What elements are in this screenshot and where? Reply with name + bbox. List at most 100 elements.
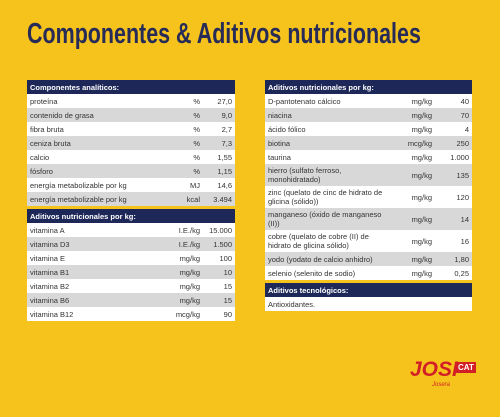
cell-name: taurina	[265, 150, 387, 164]
cell-name: vitamina B12	[27, 307, 163, 321]
cell-name: vitamina E	[27, 251, 163, 265]
cell-unit: mg/kg	[387, 186, 435, 208]
cell-unit: mg/kg	[387, 150, 435, 164]
row: vitamina B12 mcg/kg 90	[27, 307, 236, 321]
cell-name: biotina	[265, 136, 387, 150]
cell-name: yodo (yodato de calcio anhidro)	[265, 252, 387, 266]
cell-name: Antioxidantes.	[265, 297, 472, 311]
table: Aditivos tecnológicos: Antioxidantes.	[265, 283, 472, 311]
row: niacina mg/kg 70	[265, 108, 473, 122]
cell-value: 14,6	[203, 178, 236, 192]
cell-unit: mg/kg	[387, 266, 435, 280]
cell-value: 1,80	[435, 252, 473, 266]
title: Componentes & Aditivos nutricionales	[27, 18, 421, 50]
cell-unit: %	[163, 122, 203, 136]
row: energía metabolizable por kg kcal 3.494	[27, 192, 236, 206]
cell-value: 135	[435, 164, 473, 186]
row: energía metabolizable por kg MJ 14,6	[27, 178, 236, 192]
row: vitamina B6 mg/kg 15	[27, 293, 236, 307]
cell-value: 14	[435, 208, 473, 230]
row: selenio (selenito de sodio) mg/kg 0,25	[265, 266, 473, 280]
table: Aditivos nutricionales por kg: D-pantoten…	[265, 80, 473, 280]
row: zinc (quelato de cinc de hidrato de glic…	[265, 186, 473, 208]
header-row: Aditivos tecnológicos:	[265, 283, 472, 297]
cell-unit: kcal	[163, 192, 203, 206]
cell-name: ceniza bruta	[27, 136, 163, 150]
table-header: Componentes analíticos:	[27, 80, 236, 94]
cell-unit: I.E./kg	[163, 237, 203, 251]
cell-name: selenio (selenito de sodio)	[265, 266, 387, 280]
logo-sub: CAT	[456, 362, 476, 373]
table: Aditivos nutricionales por kg: vitamina A…	[27, 209, 236, 321]
row: vitamina B2 mg/kg 15	[27, 279, 236, 293]
cell-value: 100	[203, 251, 236, 265]
row: contenido de grasa% 9,0	[27, 108, 236, 122]
table-header: Aditivos tecnológicos:	[265, 283, 472, 297]
cell-name: vitamina B1	[27, 265, 163, 279]
cell-name: calcio	[27, 150, 163, 164]
cell-unit: I.E./kg	[163, 223, 203, 237]
row: proteína% 27,0	[27, 94, 236, 108]
cell-value: 0,25	[435, 266, 473, 280]
row: vitamina A I.E./kg 15.000	[27, 223, 236, 237]
logo: JOSI CAT Josera	[410, 358, 480, 398]
cell-value: 15.000	[203, 223, 236, 237]
cell-unit: %	[163, 94, 203, 108]
row: taurina mg/kg 1.000	[265, 150, 473, 164]
cell-name: ácido fólico	[265, 122, 387, 136]
cell-unit: mg/kg	[387, 252, 435, 266]
cell-value: 2,7	[203, 122, 236, 136]
cell-name: manganeso (óxido de manganeso (II))	[265, 208, 387, 230]
row: yodo (yodato de calcio anhidro) mg/kg 1,80	[265, 252, 473, 266]
cell-value: 1.500	[203, 237, 236, 251]
table: Componentes analíticos: proteína% 27,0 cont…	[27, 80, 236, 206]
row: vitamina B1 mg/kg 10	[27, 265, 236, 279]
cell-unit: mcg/kg	[163, 307, 203, 321]
row: D-pantotenato cálcico mg/kg 40	[265, 94, 473, 108]
right-column: Aditivos nutricionales por kg: D-pantoten…	[265, 80, 473, 314]
cell-unit: mg/kg	[387, 122, 435, 136]
cell-unit: %	[163, 164, 203, 178]
cell-name: vitamina A	[27, 223, 163, 237]
row: ceniza bruta% 7,3	[27, 136, 236, 150]
cell-name: vitamina D3	[27, 237, 163, 251]
cell-name: energía metabolizable por kg	[27, 192, 163, 206]
header-row: Aditivos nutricionales por kg:	[265, 80, 473, 94]
cell-unit: mg/kg	[163, 265, 203, 279]
cell-unit: mg/kg	[163, 251, 203, 265]
cell-unit: mg/kg	[387, 164, 435, 186]
cell-value: 1,55	[203, 150, 236, 164]
row: biotina mcg/kg 250	[265, 136, 473, 150]
cell-unit: mg/kg	[163, 293, 203, 307]
cell-value: 4	[435, 122, 473, 136]
cell-unit: %	[163, 150, 203, 164]
row: Antioxidantes.	[265, 297, 472, 311]
cell-value: 90	[203, 307, 236, 321]
cell-value: 70	[435, 108, 473, 122]
cell-value: 120	[435, 186, 473, 208]
cell-value: 1,15	[203, 164, 236, 178]
left-column: Componentes analíticos: proteína% 27,0 cont…	[27, 80, 236, 324]
cell-name: vitamina B2	[27, 279, 163, 293]
cell-value: 3.494	[203, 192, 236, 206]
cell-value: 15	[203, 293, 236, 307]
row: calcio% 1,55	[27, 150, 236, 164]
cell-value: 16	[435, 230, 473, 252]
cell-value: 1.000	[435, 150, 473, 164]
cell-name: fósforo	[27, 164, 163, 178]
row: ácido fólico mg/kg 4	[265, 122, 473, 136]
cell-name: zinc (quelato de cinc de hidrato de glic…	[265, 186, 387, 208]
cell-name: fibra bruta	[27, 122, 163, 136]
cell-name: energía metabolizable por kg	[27, 178, 163, 192]
cell-unit: MJ	[163, 178, 203, 192]
cell-value: 27,0	[203, 94, 236, 108]
cell-name: cobre (quelato de cobre (II) de hidrato …	[265, 230, 387, 252]
row: fósforo% 1,15	[27, 164, 236, 178]
cell-value: 15	[203, 279, 236, 293]
cell-value: 9,0	[203, 108, 236, 122]
table-header: Aditivos nutricionales por kg:	[265, 80, 473, 94]
cell-unit: mg/kg	[387, 230, 435, 252]
row: cobre (quelato de cobre (II) de hidrato …	[265, 230, 473, 252]
cell-unit: mg/kg	[387, 94, 435, 108]
